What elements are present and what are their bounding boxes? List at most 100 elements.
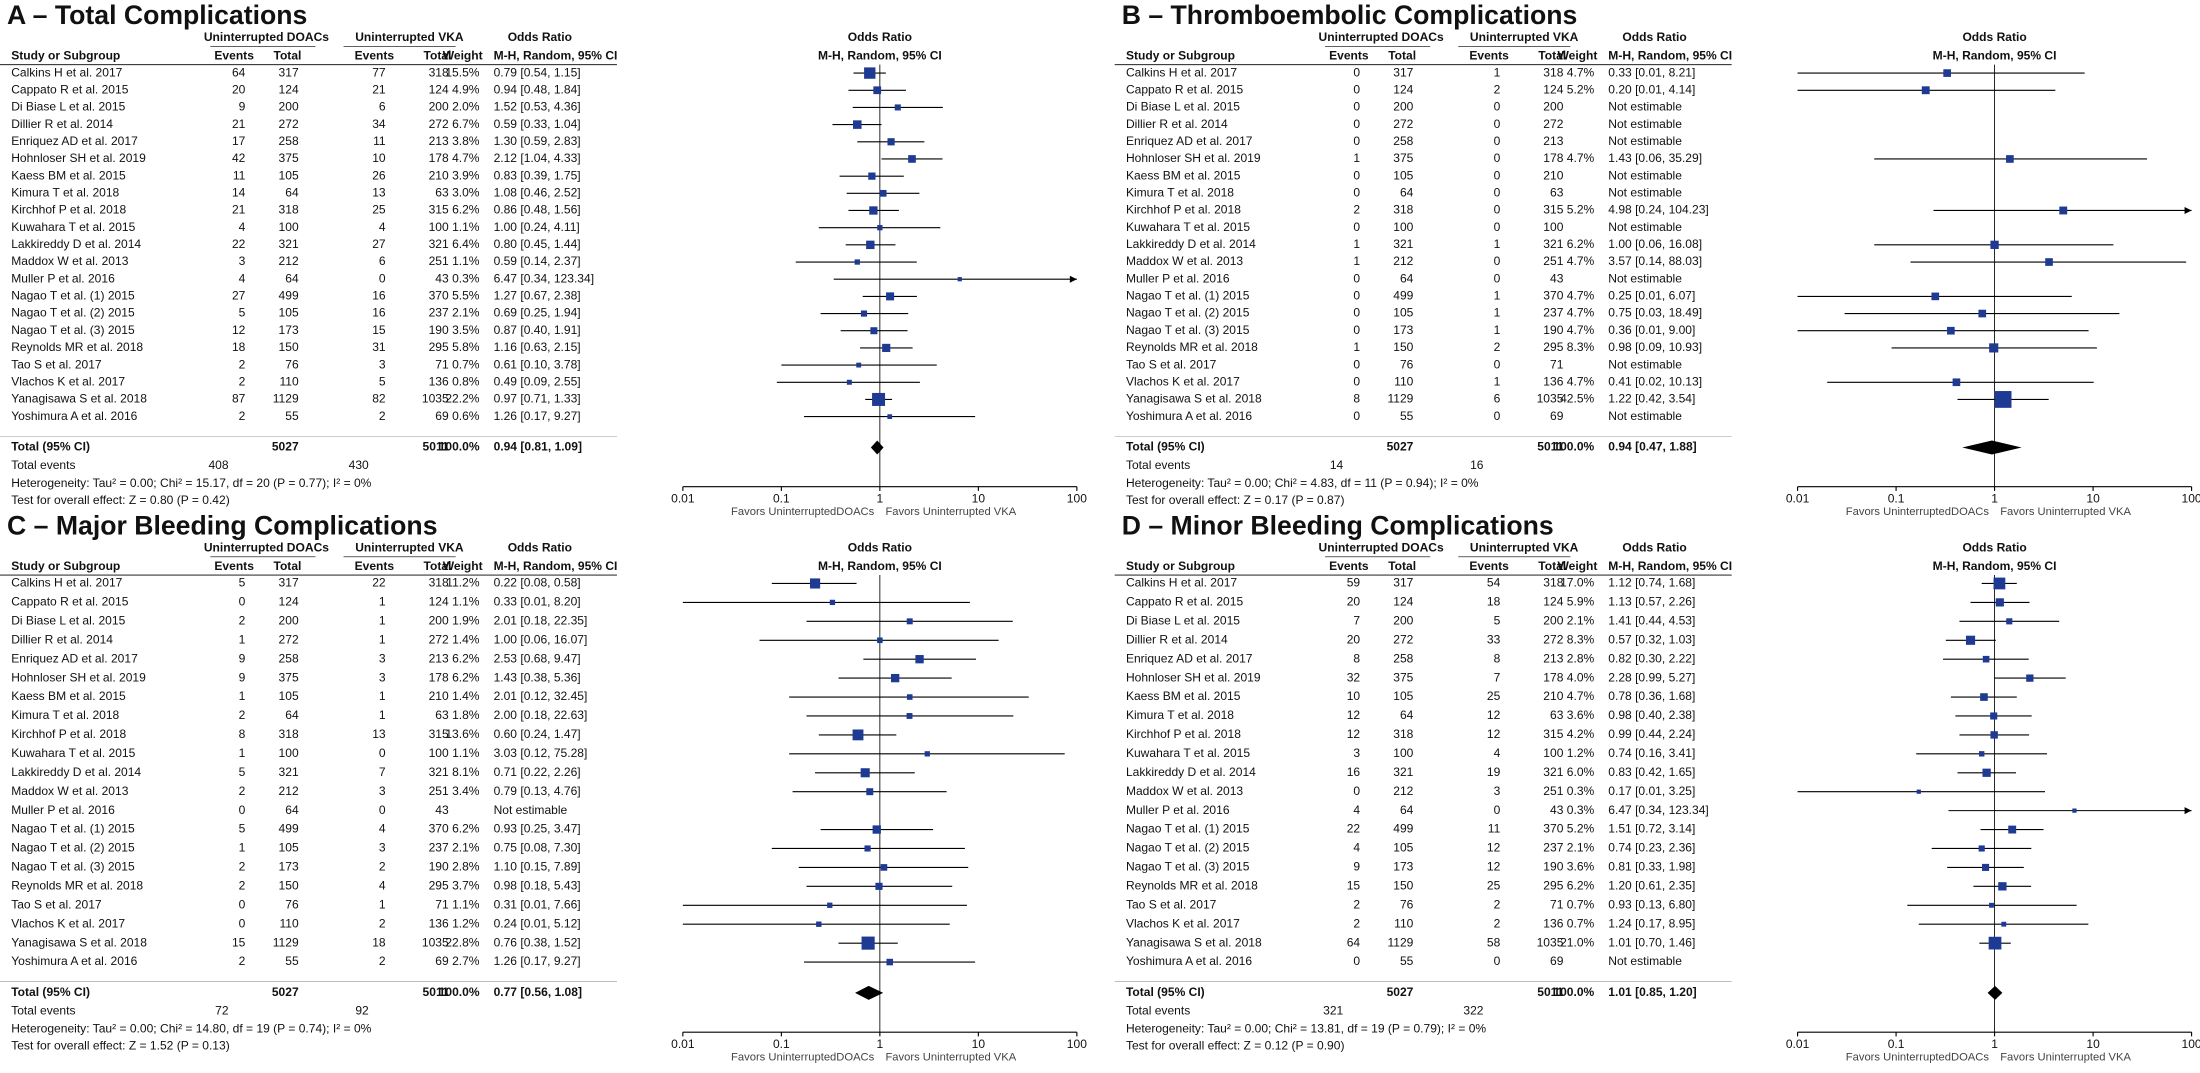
study-square xyxy=(1988,936,2002,950)
events-vka: 0 xyxy=(1494,220,1501,234)
odds-ratio-label: 3.03 [0.12, 75.28] xyxy=(494,746,588,760)
study-name: Kaess BM et al. 2015 xyxy=(1126,168,1241,182)
total-vka: 43 xyxy=(435,803,449,817)
study-name: Vlachos K et al. 2017 xyxy=(1126,374,1240,388)
total-doac: 64 xyxy=(1400,708,1414,722)
weight-label: 3.8% xyxy=(452,134,480,148)
total-vka: 124 xyxy=(1543,595,1563,609)
total-doac: 55 xyxy=(285,409,299,423)
odds-ratio-label: 0.83 [0.39, 1.75] xyxy=(494,168,581,182)
study-square xyxy=(877,637,883,644)
total-vka: 71 xyxy=(1550,357,1564,371)
total-vka: 237 xyxy=(1543,841,1563,855)
panel-title: B – Thromboembolic Complications xyxy=(1122,0,1578,30)
weight-label: 22.8% xyxy=(445,935,479,949)
events-vka: 0 xyxy=(379,271,386,285)
events-doac: 32 xyxy=(1347,670,1361,684)
events-vka: 21 xyxy=(372,82,386,96)
total-doac: 105 xyxy=(1393,689,1413,703)
events-doac: 7 xyxy=(1353,614,1360,628)
x-tick-label: 0.01 xyxy=(671,1037,695,1051)
heterogeneity: Heterogeneity: Tau² = 0.00; Chi² = 14.80… xyxy=(11,1022,371,1036)
total-doac: 272 xyxy=(279,632,299,646)
weight-label: 6.2% xyxy=(452,670,480,684)
study-name: Lakkireddy D et al. 2014 xyxy=(1126,237,1256,251)
study-name: Maddox W et al. 2013 xyxy=(11,784,128,798)
favors-left: Favors UninterruptedDOACs xyxy=(731,506,875,518)
total-doac: 499 xyxy=(1393,822,1413,836)
events-doac: 0 xyxy=(1353,954,1360,968)
total-doac: 375 xyxy=(1393,670,1413,684)
study-name: Muller P et al. 2016 xyxy=(11,271,115,285)
total-doac: 1129 xyxy=(273,935,299,949)
total-events-doac: 72 xyxy=(215,1003,229,1017)
column-header: M-H, Random, 95% CI xyxy=(818,48,942,62)
odds-ratio-label: 1.22 [0.42, 3.54] xyxy=(1608,392,1695,406)
study-square xyxy=(1931,292,1940,301)
odds-ratio-label: 1.16 [0.63, 2.15] xyxy=(494,340,581,354)
odds-ratio-label: 2.53 [0.68, 9.47] xyxy=(494,651,581,665)
study-name: Nagao T et al. (2) 2015 xyxy=(11,306,135,320)
events-doac: 0 xyxy=(1353,65,1360,79)
total-vka: 124 xyxy=(429,595,449,609)
odds-ratio-label: 0.20 [0.01, 4.14] xyxy=(1608,82,1695,96)
events-vka: 0 xyxy=(1494,357,1501,371)
events-doac: 2 xyxy=(239,879,246,893)
weight-label: 4.0% xyxy=(1567,670,1595,684)
study-square xyxy=(1989,902,1994,908)
study-name: Kuwahara T et al. 2015 xyxy=(11,220,135,234)
weight-label: 2.0% xyxy=(452,100,480,114)
total-events-label: Total events xyxy=(11,1003,75,1017)
study-square xyxy=(1978,845,1985,852)
events-vka: 0 xyxy=(1494,254,1501,268)
events-doac: 0 xyxy=(1353,271,1360,285)
weight-label: 2.8% xyxy=(452,860,480,874)
study-square xyxy=(861,936,875,950)
events-vka: 54 xyxy=(1487,576,1501,590)
total-vka: 213 xyxy=(429,134,449,148)
total-doac: 124 xyxy=(1393,595,1413,609)
or-header: Odds Ratio xyxy=(1622,30,1686,44)
events-vka: 2 xyxy=(379,409,386,423)
study-square xyxy=(875,882,883,890)
heterogeneity: Heterogeneity: Tau² = 0.00; Chi² = 15.17… xyxy=(11,476,371,490)
odds-ratio-label: 0.83 [0.42, 1.65] xyxy=(1608,765,1695,779)
study-square xyxy=(868,172,876,180)
pooled-diamond xyxy=(870,440,884,455)
odds-ratio-label: 1.27 [0.67, 2.38] xyxy=(494,289,581,303)
events-doac: 20 xyxy=(1347,632,1361,646)
total-weight: 100.0% xyxy=(1553,440,1594,454)
study-name: Nagao T et al. (3) 2015 xyxy=(1126,860,1250,874)
odds-ratio-label: 1.00 [0.06, 16.08] xyxy=(1608,237,1702,251)
total-events-doac: 408 xyxy=(208,458,228,472)
events-vka: 77 xyxy=(372,65,386,79)
total-vka: 315 xyxy=(429,203,449,217)
study-name: Enriquez AD et al. 2017 xyxy=(11,651,138,665)
total-doac: 76 xyxy=(285,357,299,371)
study-name: Kaess BM et al. 2015 xyxy=(1126,689,1241,703)
heterogeneity: Heterogeneity: Tau² = 0.00; Chi² = 13.81… xyxy=(1126,1022,1486,1036)
study-name: Nagao T et al. (1) 2015 xyxy=(11,289,135,303)
study-square xyxy=(856,362,862,368)
total-vka: 213 xyxy=(1543,651,1563,665)
events-vka: 2 xyxy=(1494,916,1501,930)
total-doac: 100 xyxy=(1393,220,1413,234)
events-vka: 1 xyxy=(379,708,386,722)
total-vka: 295 xyxy=(1543,879,1563,893)
total-events-vka: 16 xyxy=(1470,458,1484,472)
total-doac: 321 xyxy=(279,237,299,251)
or-header: Odds Ratio xyxy=(848,30,912,44)
total-vka: 315 xyxy=(1543,727,1563,741)
odds-ratio-label: Not estimable xyxy=(1608,954,1682,968)
study-square xyxy=(864,67,876,79)
total-doac: 5027 xyxy=(272,985,299,999)
study-name: Lakkireddy D et al. 2014 xyxy=(11,765,141,779)
study-name: Maddox W et al. 2013 xyxy=(1126,254,1243,268)
odds-ratio-label: 0.98 [0.09, 10.93] xyxy=(1608,340,1702,354)
events-vka: 3 xyxy=(1494,784,1501,798)
favors-left: Favors UninterruptedDOACs xyxy=(731,1051,875,1063)
weight-label: 0.3% xyxy=(1567,784,1595,798)
total-vka: 272 xyxy=(1543,632,1563,646)
total-doac: 258 xyxy=(1393,651,1413,665)
